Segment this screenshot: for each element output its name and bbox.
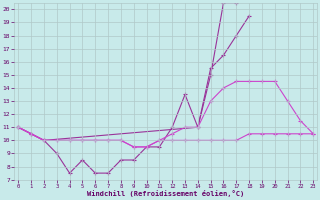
- X-axis label: Windchill (Refroidissement éolien,°C): Windchill (Refroidissement éolien,°C): [87, 190, 244, 197]
